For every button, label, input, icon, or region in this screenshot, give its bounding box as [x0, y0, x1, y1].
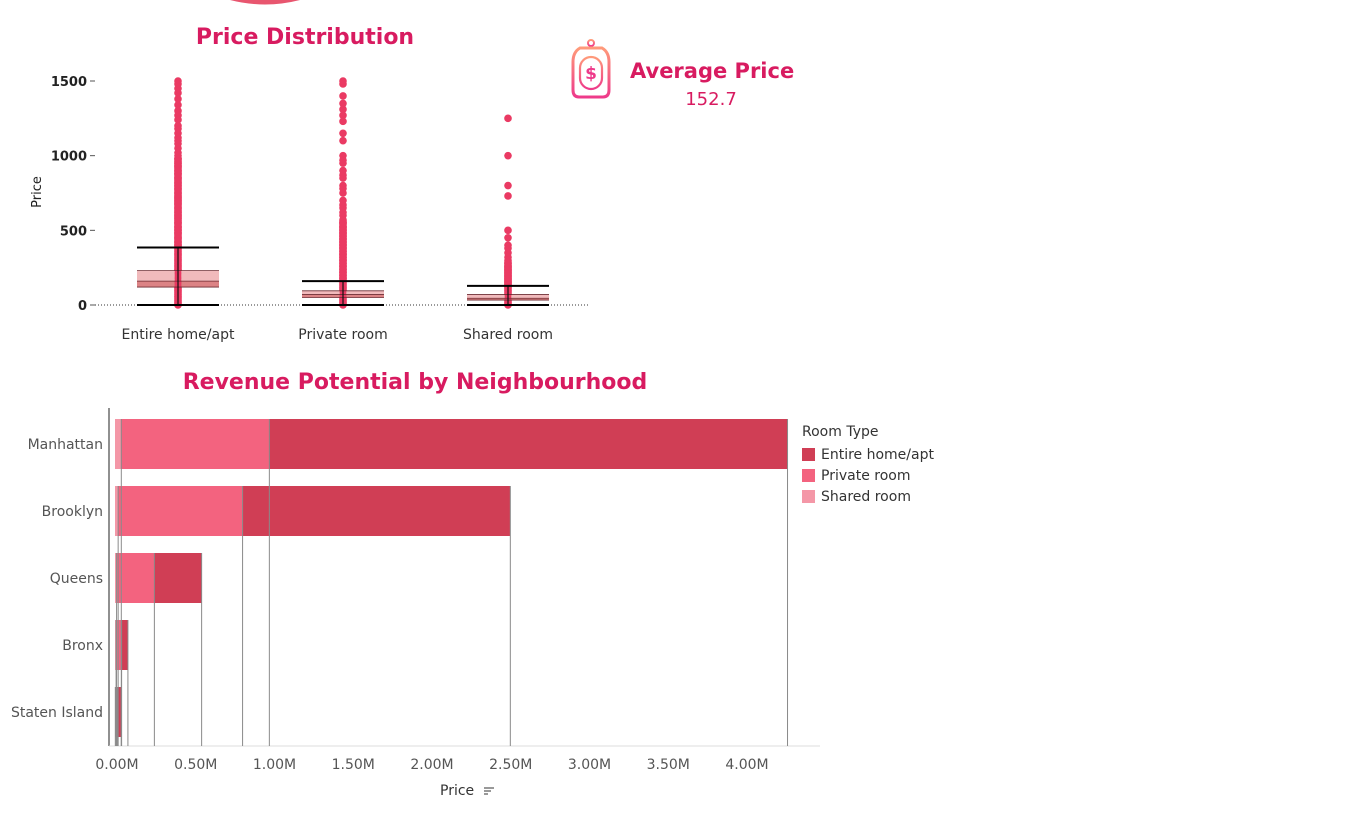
- bar-segment-shared-room: [115, 620, 117, 670]
- legend-label-entire: Entire home/apt: [821, 446, 934, 463]
- bar-segment-shared-room: [115, 553, 117, 603]
- outlier-point: [339, 111, 347, 120]
- x-tick-label: 1.50M: [332, 757, 375, 773]
- outlier-point: [339, 174, 347, 182]
- outlier-point: [504, 181, 512, 190]
- legend-item-entire[interactable]: Entire home/apt: [802, 444, 934, 465]
- sort-icon[interactable]: [483, 786, 495, 796]
- price-distribution-chart: Price 0 500 1000 1500 Entire home/apt Private …: [30, 75, 590, 343]
- outlier-point: [339, 99, 347, 108]
- legend-item-private[interactable]: Private room: [802, 465, 934, 486]
- bar-chart-title: Revenue Potential by Neighbourhood: [182, 370, 648, 395]
- legend-swatch-entire: [802, 448, 815, 461]
- y-category-label: Manhattan: [28, 437, 103, 453]
- legend-title: Room Type: [802, 424, 879, 440]
- bar-segment-private-room: [116, 553, 155, 603]
- data-point: [339, 217, 347, 226]
- outlier-point: [504, 234, 512, 242]
- outlier-point: [174, 101, 182, 109]
- box-chart-title: Price Distribution: [195, 25, 415, 50]
- money-tag-icon: $: [571, 38, 611, 99]
- x-tick-label: 3.50M: [647, 757, 690, 773]
- bar-segment-entire-home-apt: [269, 419, 788, 469]
- bar-segment-shared-room: [115, 486, 119, 536]
- outlier-point: [174, 116, 182, 124]
- y-tick-label: 1500: [51, 75, 87, 90]
- x-tick-label: 0.00M: [95, 757, 138, 773]
- outlier-point: [339, 189, 347, 197]
- x-tick-label: 2.50M: [489, 757, 532, 773]
- outlier-point: [174, 89, 182, 97]
- y-category-label: Bronx: [62, 638, 103, 654]
- y-category-label: Staten Island: [11, 705, 103, 721]
- y-tick-label: 500: [60, 224, 87, 239]
- outlier-point: [339, 117, 347, 126]
- outlier-point: [339, 105, 347, 114]
- y-tick-label: 0: [78, 299, 87, 314]
- bar-segment-entire-home-apt: [242, 486, 511, 536]
- legend-item-shared[interactable]: Shared room: [802, 486, 934, 507]
- average-price-value: 152.7: [685, 89, 737, 110]
- x-tick-label: 0.50M: [174, 757, 217, 773]
- y-category-label: Brooklyn: [42, 504, 103, 520]
- outlier-point: [174, 95, 182, 103]
- bar-segment-entire-home-apt: [121, 620, 128, 670]
- outlier-point: [339, 159, 347, 167]
- revenue-potential-chart: Manhattan Brooklyn Queens Bronx Staten Islan…: [11, 408, 820, 773]
- x-tick-label: 4.00M: [725, 757, 768, 773]
- bar-segment-entire-home-apt: [117, 687, 122, 737]
- outlier-point: [504, 226, 512, 235]
- x-axis-label[interactable]: Price: [440, 783, 510, 799]
- data-point: [504, 258, 512, 266]
- legend-swatch-shared: [802, 490, 815, 503]
- x-category-label: Entire home/apt: [122, 327, 235, 343]
- outlier-point: [339, 129, 347, 138]
- legend-label-shared: Shared room: [821, 488, 911, 505]
- outlier-point: [339, 80, 347, 88]
- outlier-point: [339, 136, 347, 145]
- bar-segment-private-room: [116, 620, 122, 670]
- x-category-label: Private room: [298, 327, 387, 343]
- y-category-label: Queens: [50, 571, 103, 587]
- x-axis-label-text: Price: [440, 783, 475, 799]
- top-decoration-arc: [230, 0, 300, 5]
- bar-segment-shared-room: [115, 419, 122, 469]
- y-tick-label: 1000: [51, 150, 87, 165]
- data-point: [174, 154, 182, 162]
- room-type-legend[interactable]: Room Type Entire home/apt Private room S…: [802, 424, 934, 507]
- outlier-point: [504, 192, 512, 200]
- x-tick-label: 2.00M: [410, 757, 453, 773]
- legend-swatch-private: [802, 469, 815, 482]
- outlier-point: [504, 114, 512, 123]
- x-category-label: Shared room: [463, 327, 553, 343]
- bar-segment-entire-home-apt: [154, 553, 202, 603]
- outlier-point: [339, 92, 347, 100]
- bar-segment-private-room: [118, 486, 243, 536]
- x-tick-label: 3.00M: [568, 757, 611, 773]
- legend-label-private: Private room: [821, 467, 911, 484]
- bar-segment-private-room: [121, 419, 270, 469]
- svg-text:$: $: [585, 64, 597, 84]
- outlier-point: [504, 151, 512, 160]
- y-axis-label: Price: [30, 176, 45, 208]
- x-tick-label: 1.00M: [253, 757, 296, 773]
- average-price-title: Average Price: [630, 59, 795, 83]
